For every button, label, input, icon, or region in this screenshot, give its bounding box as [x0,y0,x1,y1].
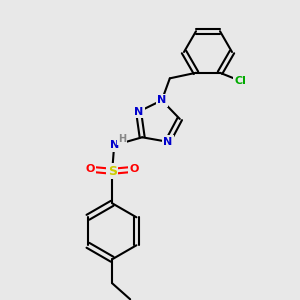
Text: S: S [108,165,117,178]
Text: N: N [163,137,172,147]
Text: O: O [85,164,95,174]
Text: H: H [118,134,126,144]
Text: O: O [130,164,139,174]
Text: N: N [134,107,143,117]
Text: N: N [157,95,167,105]
Text: Cl: Cl [234,76,246,86]
Text: N: N [110,140,119,150]
